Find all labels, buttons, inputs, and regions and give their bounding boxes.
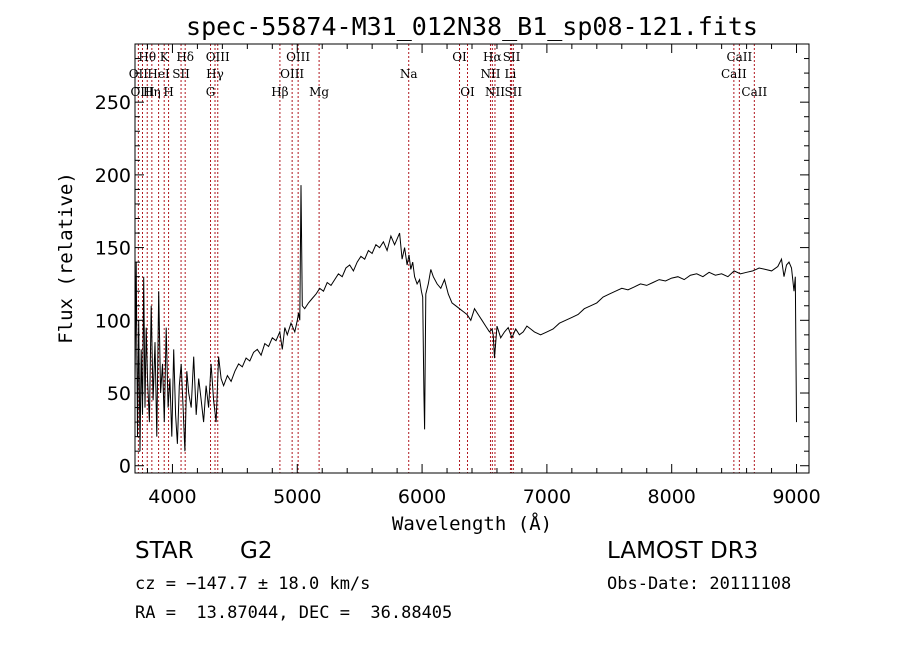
line-marker-label: NII: [480, 67, 500, 81]
line-marker-label: Hγ: [206, 67, 224, 81]
line-marker-label: SII: [172, 67, 190, 81]
line-marker-label: Hα: [483, 50, 502, 64]
object-class: STAR: [135, 538, 194, 564]
line-marker-label: Hθ: [138, 50, 156, 64]
plot-frame: [134, 43, 810, 474]
y-tick-label: 250: [95, 92, 131, 114]
line-marker-label: H: [163, 85, 173, 99]
line-marker-label: SII: [503, 50, 521, 64]
line-marker-label: SII: [504, 85, 522, 99]
x-axis-ticks: 4000 5000 6000 7000 8000 9000: [146, 44, 821, 508]
line-marker-label: NII: [485, 85, 505, 99]
line-marker-label: G: [206, 85, 216, 99]
coordinates: RA = 13.87044, DEC = 36.88405: [135, 603, 453, 623]
x-tick-label: 5000: [273, 486, 321, 508]
x-tick-label: 7000: [523, 486, 571, 508]
line-marker-label: CaII: [721, 67, 747, 81]
line-marker-label: Hβ: [271, 85, 288, 99]
flux-series-line: [134, 185, 797, 452]
observation-date: Obs-Date: 20111108: [607, 574, 792, 594]
redshift-velocity: cz = −147.7 ± 18.0 km/s: [135, 574, 371, 594]
line-marker-label: OI: [460, 85, 475, 99]
y-axis-label: Flux (relative): [55, 172, 77, 344]
line-marker-label: OIII: [130, 85, 154, 99]
y-tick-label: 100: [95, 310, 131, 332]
line-marker-label: K: [160, 50, 170, 64]
x-tick-label: 6000: [398, 486, 446, 508]
line-marker-label: OI: [452, 50, 467, 64]
y-tick-label: 50: [107, 383, 131, 405]
line-marker-label: CaII: [741, 85, 767, 99]
line-marker-label: Hδ: [176, 50, 194, 64]
line-marker-label: OIII: [206, 50, 230, 64]
x-tick-label: 4000: [148, 486, 196, 508]
x-tick-label: 9000: [772, 486, 820, 508]
line-marker-label: OIII: [280, 67, 304, 81]
line-marker-label: HeI: [147, 67, 170, 81]
x-axis-label: Wavelength (Å): [392, 512, 552, 535]
line-marker-label: CaII: [726, 50, 752, 64]
line-marker-label: OIII: [286, 50, 310, 64]
x-tick-label: 8000: [648, 486, 696, 508]
survey-name: LAMOST DR3: [607, 538, 759, 564]
line-marker-label: Li: [505, 67, 517, 81]
y-tick-label: 200: [95, 165, 131, 187]
line-marker-label: Na: [400, 67, 418, 81]
object-subclass: G2: [240, 538, 273, 564]
line-marker-labels: Hθ OII OIII K HeI Hη SII H Hδ OIII Hγ G OIII OIII Hβ Mg…: [129, 50, 768, 99]
y-tick-label: 0: [119, 456, 131, 478]
line-markers: [137, 44, 755, 473]
chart-title: spec-55874-M31_012N38_B1_sp08-121.fits: [186, 12, 758, 41]
line-marker-label: OII: [129, 67, 149, 81]
line-marker-label: Hη: [143, 85, 161, 99]
y-axis-ticks: 0 50 100 150 200 250: [95, 58, 809, 478]
line-marker-label: Mg: [309, 85, 329, 99]
y-tick-label: 150: [95, 238, 131, 260]
